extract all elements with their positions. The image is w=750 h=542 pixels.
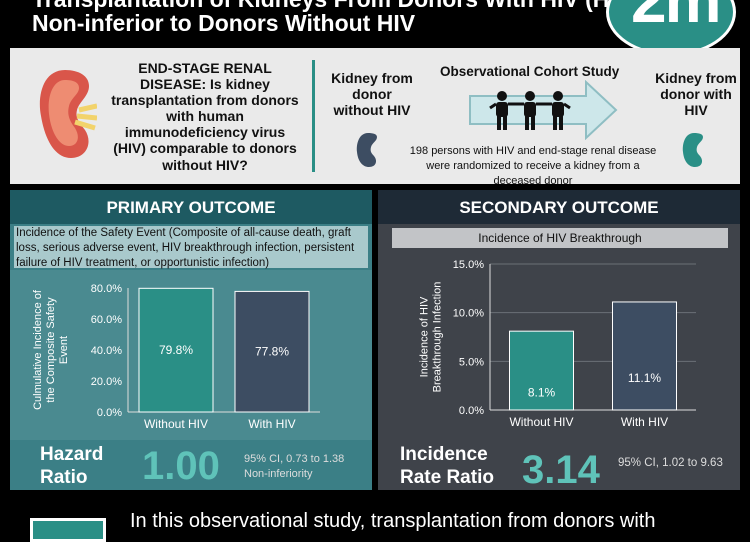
hazard-ratio-label: Hazard Ratio — [40, 444, 103, 490]
donor-with-hiv-label: Kidney from donor with HIV — [655, 70, 737, 119]
logo-text: 2m — [631, 0, 721, 36]
data-label: 8.1% — [528, 386, 556, 400]
y-axis-label: Culmulative Incidence ofthe Composite Sa… — [32, 289, 70, 410]
y-axis-label-line: the Composite Safety — [45, 297, 57, 403]
y-tick-label: 60.0% — [91, 314, 122, 326]
incidence-rate-ratio-value: 3.14 — [522, 448, 600, 492]
x-tick-label: Without HIV — [509, 415, 573, 429]
study-description: 198 persons with HIV and end-stage renal… — [409, 145, 657, 187]
incidence-rate-ratio-label-line-2: Rate Ratio — [400, 466, 494, 488]
hazard-ratio-ci-line-1: 95% CI, 0.73 to 1.38 — [244, 453, 345, 465]
y-axis-label-line: Breakthrough Infection — [432, 282, 444, 393]
kidney-illustration-icon — [39, 70, 97, 158]
hazard-ratio-label-line-1: Hazard — [40, 444, 104, 465]
incidence-rate-ratio-label-line-1: Incidence — [400, 444, 488, 465]
y-axis-label-line: Incidence of HIV — [419, 296, 431, 377]
secondary-outcome-panel: SECONDARY OUTCOME Incidence of HIV Break… — [378, 190, 740, 492]
hazard-ratio-ci: 95% CI, 0.73 to 1.38 Non-inferiority — [244, 452, 344, 482]
y-axis-label-line: Event — [58, 336, 70, 364]
primary-outcome-header: PRIMARY OUTCOME — [10, 190, 372, 224]
secondary-outcome-chart: 0.0% 5.0% 10.0% 15.0% Incidence of HIVBreakt… — [378, 250, 740, 440]
hazard-ratio-value: 1.00 — [142, 444, 220, 488]
y-tick-label: 5.0% — [459, 356, 484, 368]
kidney-without-hiv-icon — [356, 133, 377, 167]
incidence-rate-ratio-label: Incidence Rate Ratio — [400, 444, 494, 490]
people-icon — [489, 91, 571, 130]
conclusion-strip: In this observational study, transplanta… — [0, 496, 750, 542]
study-summary-panel: END-STAGE RENAL DISEASE: Is kidney trans… — [10, 48, 740, 187]
bar — [509, 330, 574, 411]
x-tick-label: With HIV — [248, 417, 295, 431]
data-label: 79.8% — [159, 343, 193, 357]
y-tick-label: 20.0% — [91, 376, 122, 388]
y-tick-label: 0.0% — [97, 407, 122, 419]
title-line-1: Transplantation of Kidneys From Donors W… — [32, 0, 652, 13]
y-tick-label: 0.0% — [459, 405, 484, 417]
data-label: 77.8% — [255, 345, 289, 359]
divider — [312, 60, 315, 172]
primary-outcome-panel: PRIMARY OUTCOME Incidence of the Safety … — [10, 190, 372, 490]
y-axis-label-line: Culmulative Incidence of — [32, 289, 44, 410]
bar — [612, 301, 677, 411]
donor-without-hiv-label: Kidney from donor without HIV — [331, 70, 413, 119]
primary-outcome-chart: 0.0% 20.0% 40.0% 60.0% 80.0% Culmulative Inci… — [10, 270, 372, 440]
primary-outcome-subtitle: Incidence of the Safety Event (Composite… — [14, 226, 368, 269]
y-axis-label: Incidence of HIVBreakthrough Infection — [419, 282, 444, 393]
title-bar: Transplantation of Kidneys From Donors W… — [0, 0, 750, 56]
kidney-with-hiv-icon — [682, 133, 703, 167]
data-label: 11.1% — [628, 371, 661, 385]
y-tick-label: 40.0% — [91, 345, 122, 357]
x-tick-label: Without HIV — [144, 417, 208, 431]
title-line-2: Non-inferior to Donors Without HIV — [32, 10, 416, 36]
study-design-title: Observational Cohort Study — [440, 64, 620, 79]
conclusion-icon — [30, 518, 106, 542]
hazard-ratio-label-line-2: Ratio — [40, 466, 88, 488]
research-question: END-STAGE RENAL DISEASE: Is kidney trans… — [111, 60, 299, 173]
bar — [234, 290, 310, 413]
y-tick-label: 10.0% — [453, 308, 484, 320]
conclusion-text: In this observational study, transplanta… — [130, 510, 656, 532]
x-tick-label: With HIV — [621, 415, 668, 429]
bar — [138, 287, 214, 413]
y-tick-label: 80.0% — [91, 283, 122, 295]
hazard-ratio-ci-line-2: Non-inferiority — [244, 467, 313, 480]
secondary-outcome-subtitle: Incidence of HIV Breakthrough — [392, 228, 728, 248]
secondary-outcome-header: SECONDARY OUTCOME — [378, 190, 740, 224]
incidence-rate-ratio-ci: 95% CI, 1.02 to 9.63 — [618, 457, 723, 469]
y-tick-label: 15.0% — [453, 259, 484, 271]
